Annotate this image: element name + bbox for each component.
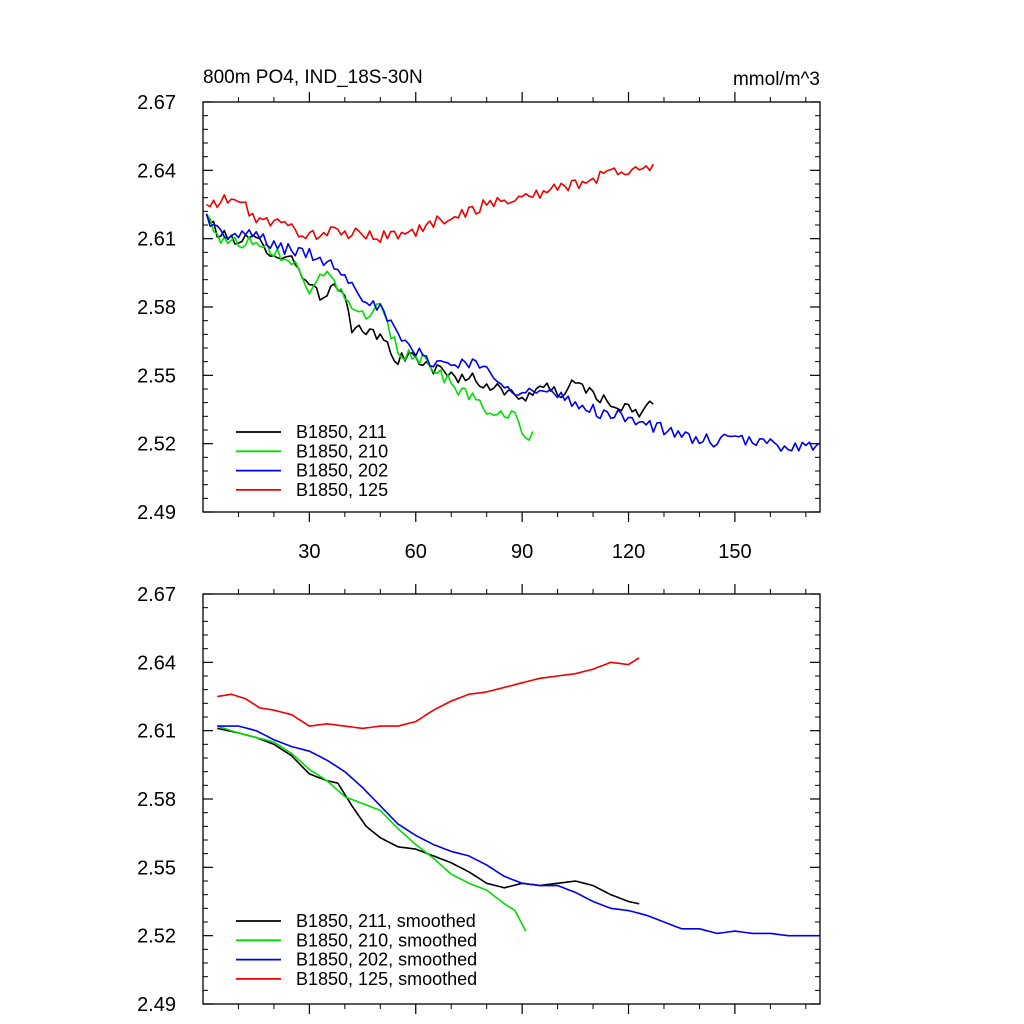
y-tick-label: 2.52 bbox=[137, 434, 176, 456]
top-axes: 2.67 2.64 2.61 2.58 2.55 2.52 2.49 30 60 90 120 150 bbox=[137, 92, 821, 563]
legend-label: B1850, 125 bbox=[296, 480, 388, 500]
series-line-3 bbox=[205, 213, 821, 452]
top-series bbox=[205, 163, 821, 452]
chart-title: 800m PO4, IND_18S-30N bbox=[203, 67, 423, 88]
legend-label: B1850, 202 bbox=[296, 461, 388, 481]
x-tick-label: 30 bbox=[298, 541, 320, 563]
legend-label: B1850, 210 bbox=[296, 441, 388, 461]
legend-label: B1850, 210, smoothed bbox=[296, 930, 477, 950]
legend-label: B1850, 125, smoothed bbox=[296, 969, 477, 989]
y-tick-label: 2.52 bbox=[137, 926, 176, 948]
series-line-2 bbox=[205, 213, 534, 442]
legend-label: B1850, 211 bbox=[296, 422, 387, 442]
legend-label: B1850, 211, smoothed bbox=[296, 911, 476, 931]
y-tick-label: 2.55 bbox=[137, 365, 176, 387]
bottom-panel: 2.67 2.64 2.61 2.58 2.55 2.52 2.49 B1850, 211,… bbox=[137, 584, 821, 1016]
top-panel: 800m PO4, IND_18S-30N mmol/m^3 2.672.642… bbox=[137, 67, 821, 563]
series-line-4 bbox=[217, 657, 640, 730]
x-tick-label: 60 bbox=[405, 541, 427, 563]
y-tick-label: 2.64 bbox=[137, 652, 176, 674]
y-tick-label: 2.67 bbox=[137, 584, 176, 606]
series-line-2 bbox=[216, 725, 527, 932]
series-line-1 bbox=[205, 213, 654, 418]
y-tick-label: 2.67 bbox=[137, 92, 176, 114]
bottom-axes: 2.67 2.64 2.61 2.58 2.55 2.52 2.49 bbox=[137, 584, 821, 1016]
y-tick-label: 2.64 bbox=[137, 160, 176, 182]
y-tick-label: 2.49 bbox=[137, 994, 176, 1016]
y-tick-label: 2.61 bbox=[137, 229, 176, 251]
y-tick-label: 2.58 bbox=[137, 789, 176, 811]
series-line-4 bbox=[206, 163, 654, 243]
units-label: mmol/m^3 bbox=[733, 69, 820, 90]
x-tick-label: 90 bbox=[511, 541, 533, 563]
x-tick-label: 150 bbox=[718, 541, 751, 563]
series-line-3 bbox=[217, 725, 820, 937]
y-tick-label: 2.49 bbox=[137, 502, 176, 524]
legend-label: B1850, 202, smoothed bbox=[296, 950, 477, 970]
y-tick-label: 2.61 bbox=[137, 721, 176, 743]
bottom-series bbox=[216, 657, 820, 937]
series-line-1 bbox=[217, 727, 640, 905]
y-tick-label: 2.58 bbox=[137, 297, 176, 319]
y-tick-label: 2.55 bbox=[137, 857, 176, 879]
x-tick-label: 120 bbox=[612, 541, 645, 563]
